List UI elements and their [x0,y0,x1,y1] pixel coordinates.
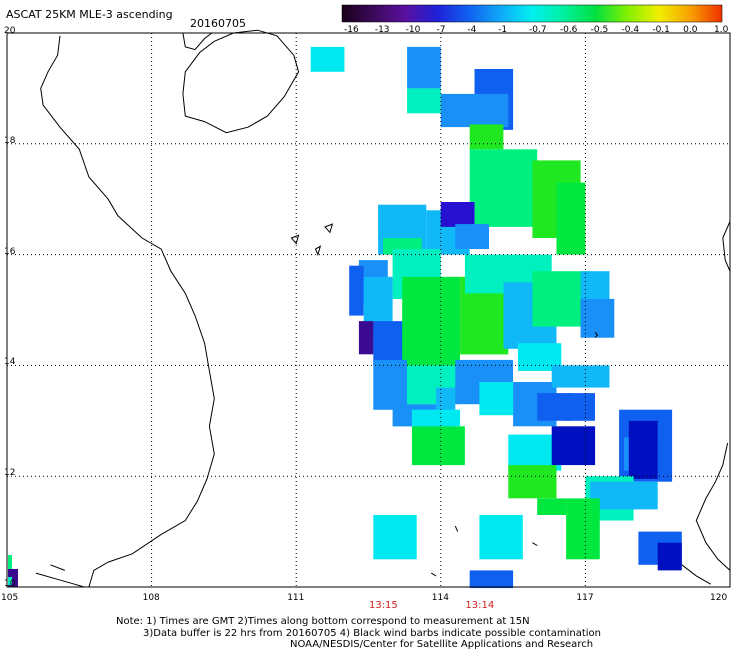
swath-cell [411,409,461,427]
coastline-palawan [695,442,731,571]
colorbar-label: -0.7 [529,25,547,35]
coastline-spratly [454,525,459,532]
colorbar-label: -13 [374,25,390,35]
product-date: 20160705 [190,17,246,30]
lon-tick-label: 108 [142,593,160,603]
colorbar-label: -16 [344,25,359,35]
colorbar-label: -0.6 [559,25,578,35]
coastline-reef [594,331,599,339]
note-line-2: 3)Data buffer is 22 hrs from 20160705 4)… [143,628,601,639]
overpass-time-label: 13:14 [465,600,495,611]
lon-tick-label: 105 [1,593,19,603]
overpass-time-label: 13:15 [368,600,398,611]
swath-cell [358,321,374,355]
swath-cell [580,298,615,338]
swath-cell [469,570,514,589]
lat-tick-label: 20 [4,26,16,36]
swath-cell [402,276,460,366]
coastline-paracel [290,234,300,245]
coastline-spratly [430,572,437,577]
wind-swath [8,46,682,589]
swath-cell [551,426,596,466]
swath-cell [8,555,12,569]
product-title: ASCAT 25KM MLE-3 ascending [6,8,173,21]
swath-cell [411,426,465,466]
swath-cell [373,359,407,410]
lon-tick-label: 120 [710,593,728,603]
colorbar [341,4,723,23]
lat-tick-label: 10 [4,579,16,589]
swath-cell [8,569,18,587]
coastline-mekong [35,572,85,588]
coastline-paracel [314,245,322,257]
coastlines [35,29,731,588]
swath-cell [479,515,523,560]
swath-cell [440,93,509,128]
lon-tick-label: 117 [576,593,594,603]
swath-cell [373,515,417,560]
note-line-3: NOAA/NESDIS/Center for Satellite Applica… [290,639,594,650]
swath-cell [373,321,407,366]
lat-tick-label: 16 [4,246,16,257]
swath-cell [479,382,514,416]
swath-cell [590,481,658,510]
colorbar-strip [341,4,723,23]
swath-cell [8,577,12,585]
swath-cell [407,88,441,114]
swath-cell [556,182,586,255]
lat-tick-label: 14 [4,357,16,368]
swath-cell [628,420,658,479]
coastline-spratly [532,542,538,546]
swath-cell [455,224,489,249]
swath-cell [440,202,475,227]
lat-tick-label: 12 [4,468,16,479]
colorbar-label: -4 [467,25,477,35]
colorbar-label: -10 [405,25,421,35]
swath-cell [657,542,682,571]
coastline-hainan [182,29,300,134]
colorbar-label: 1.0 [714,25,729,35]
lon-tick-label: 111 [287,593,305,603]
colorbar-label: 0.0 [683,25,698,35]
swath-cell [532,271,591,327]
colorbar-label: -1 [498,25,508,35]
colorbar-label: -0.4 [621,25,640,35]
swath-cell [537,498,567,515]
note-line-1: Note: 1) Times are GMT 2)Times along bot… [116,616,530,627]
coastline-vietnam [40,35,215,588]
colorbar-label: -7 [436,25,446,35]
swath-cell [566,393,595,421]
coastline-palawan [681,564,711,585]
coastline-paracel [324,223,334,234]
coastline-china-south [182,32,213,51]
swath-cell [537,393,571,421]
coastline-luzon [722,221,731,272]
colorbar-label: -0.5 [590,25,609,35]
swath-cell [310,46,345,72]
swath-cell [566,498,600,560]
swath-cell [469,124,504,150]
swath-cell [508,465,557,499]
lat-lon-grid [7,33,730,587]
coastline-mekong [50,564,65,571]
swath-cell [407,46,441,89]
lon-tick-label: 114 [431,593,449,603]
swath-cell [551,365,610,388]
swath-cell [469,149,538,227]
map-frame [6,32,731,588]
swath-cell [349,265,364,316]
lat-tick-label: 18 [4,135,16,146]
colorbar-label: -0.1 [652,25,670,35]
